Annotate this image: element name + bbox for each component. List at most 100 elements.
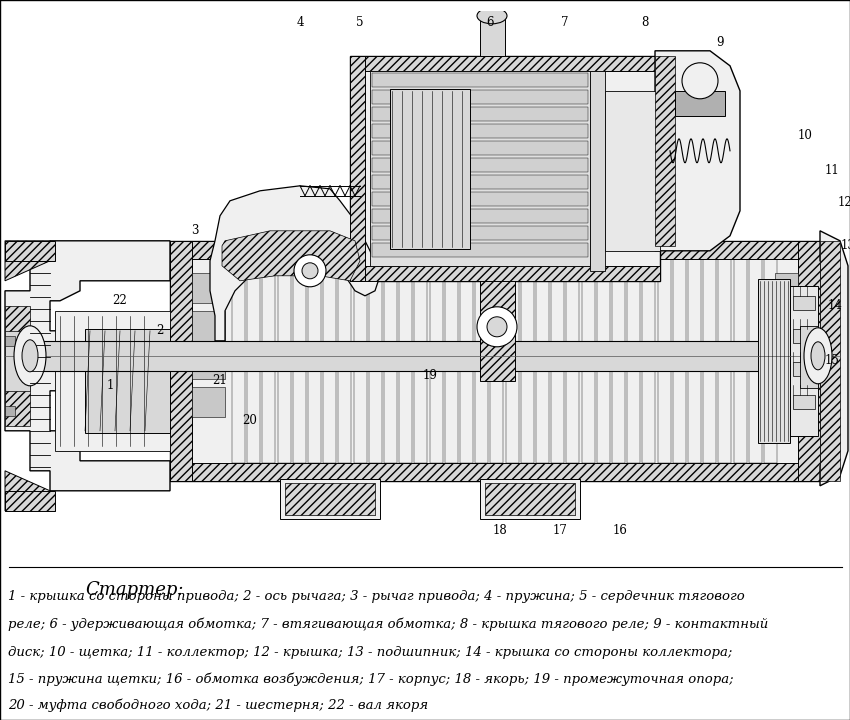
Bar xyxy=(475,258,488,463)
Bar xyxy=(5,336,15,346)
Bar xyxy=(627,258,640,463)
Ellipse shape xyxy=(477,307,517,347)
Bar xyxy=(480,271,515,381)
Bar xyxy=(758,279,790,443)
Bar xyxy=(390,89,470,249)
Text: 21: 21 xyxy=(212,374,227,387)
Ellipse shape xyxy=(487,317,507,337)
Bar xyxy=(285,483,375,515)
Bar xyxy=(85,329,170,433)
Text: 11: 11 xyxy=(824,164,839,177)
Bar xyxy=(372,73,588,87)
Text: 20: 20 xyxy=(242,414,258,427)
Text: 20 - муфта свободного хода; 21 - шестерня; 22 - вал якоря: 20 - муфта свободного хода; 21 - шестерн… xyxy=(8,698,428,712)
Text: 22: 22 xyxy=(112,294,128,307)
Bar xyxy=(247,258,260,463)
Polygon shape xyxy=(210,186,380,341)
Polygon shape xyxy=(192,348,225,379)
Text: 16: 16 xyxy=(613,524,627,537)
Bar xyxy=(764,258,777,463)
Text: 8: 8 xyxy=(641,17,649,30)
Bar xyxy=(793,395,815,409)
Bar xyxy=(372,209,588,222)
Bar xyxy=(429,258,443,463)
Bar xyxy=(675,91,725,116)
Polygon shape xyxy=(170,240,820,481)
Text: 3: 3 xyxy=(191,225,199,238)
Bar xyxy=(170,240,192,481)
Bar xyxy=(372,226,588,240)
Text: 15: 15 xyxy=(824,354,840,367)
Bar xyxy=(415,258,428,463)
Polygon shape xyxy=(5,240,170,491)
Bar xyxy=(370,71,590,266)
Bar xyxy=(551,258,564,463)
Bar xyxy=(460,258,473,463)
Bar xyxy=(354,258,366,463)
Bar xyxy=(612,258,625,463)
Text: Стартер:: Стартер: xyxy=(85,582,184,599)
Bar xyxy=(605,91,660,251)
Bar xyxy=(536,258,549,463)
Bar xyxy=(350,266,660,281)
Text: 5: 5 xyxy=(356,17,364,30)
Bar xyxy=(372,141,588,155)
Ellipse shape xyxy=(804,328,832,384)
Bar xyxy=(485,483,575,515)
Text: 2: 2 xyxy=(156,324,164,337)
Bar xyxy=(490,258,503,463)
Ellipse shape xyxy=(302,263,318,279)
Bar xyxy=(372,124,588,138)
Bar xyxy=(400,258,412,463)
Text: 18: 18 xyxy=(493,524,507,537)
Bar xyxy=(688,258,701,463)
Bar xyxy=(372,175,588,189)
Text: 15 - пружина щетки; 16 - обмотка возбуждения; 17 - корпус; 18 - якорь; 19 - пром: 15 - пружина щетки; 16 - обмотка возбужд… xyxy=(8,672,734,686)
Bar xyxy=(372,90,588,104)
Bar xyxy=(658,258,671,463)
Bar xyxy=(232,258,245,463)
Bar xyxy=(581,258,595,463)
Bar xyxy=(372,192,588,206)
Bar xyxy=(790,286,818,436)
Bar xyxy=(506,258,518,463)
Text: 9: 9 xyxy=(717,36,723,49)
Bar xyxy=(597,258,609,463)
Bar xyxy=(793,296,815,310)
Bar xyxy=(170,240,820,258)
Polygon shape xyxy=(820,231,848,486)
Bar xyxy=(308,258,321,463)
Bar xyxy=(5,240,55,261)
Bar xyxy=(5,491,55,510)
Text: диск; 10 - щетка; 11 - коллектор; 12 - крышка; 13 - подшипник; 14 - крышка со ст: диск; 10 - щетка; 11 - коллектор; 12 - к… xyxy=(8,646,733,659)
Bar xyxy=(749,258,762,463)
Bar xyxy=(800,325,818,388)
Bar xyxy=(5,306,30,426)
Bar xyxy=(566,258,580,463)
Bar xyxy=(521,258,534,463)
Polygon shape xyxy=(222,231,360,281)
Bar xyxy=(338,258,351,463)
Bar xyxy=(384,258,397,463)
Text: реле; 6 - удерживающая обмотка; 7 - втягивающая обмотка; 8 - крышка тягового рел: реле; 6 - удерживающая обмотка; 7 - втяг… xyxy=(8,617,768,631)
Bar xyxy=(372,243,588,257)
Text: 19: 19 xyxy=(422,369,438,382)
Polygon shape xyxy=(775,387,798,417)
Bar xyxy=(703,258,717,463)
Polygon shape xyxy=(655,51,740,251)
Bar xyxy=(480,479,580,519)
Bar xyxy=(369,258,382,463)
Bar xyxy=(55,311,170,451)
Polygon shape xyxy=(192,311,225,341)
Bar xyxy=(372,158,588,172)
Text: 6: 6 xyxy=(486,17,494,30)
Bar xyxy=(5,406,15,415)
Ellipse shape xyxy=(22,340,38,372)
Polygon shape xyxy=(5,471,50,510)
Text: 17: 17 xyxy=(552,524,568,537)
Bar xyxy=(5,330,30,391)
Bar xyxy=(793,329,815,343)
Bar xyxy=(590,71,605,271)
Text: 12: 12 xyxy=(837,197,850,210)
Bar xyxy=(372,107,588,121)
